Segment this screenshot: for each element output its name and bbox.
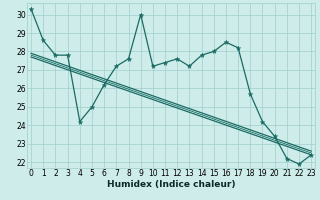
X-axis label: Humidex (Indice chaleur): Humidex (Indice chaleur) bbox=[107, 180, 236, 189]
